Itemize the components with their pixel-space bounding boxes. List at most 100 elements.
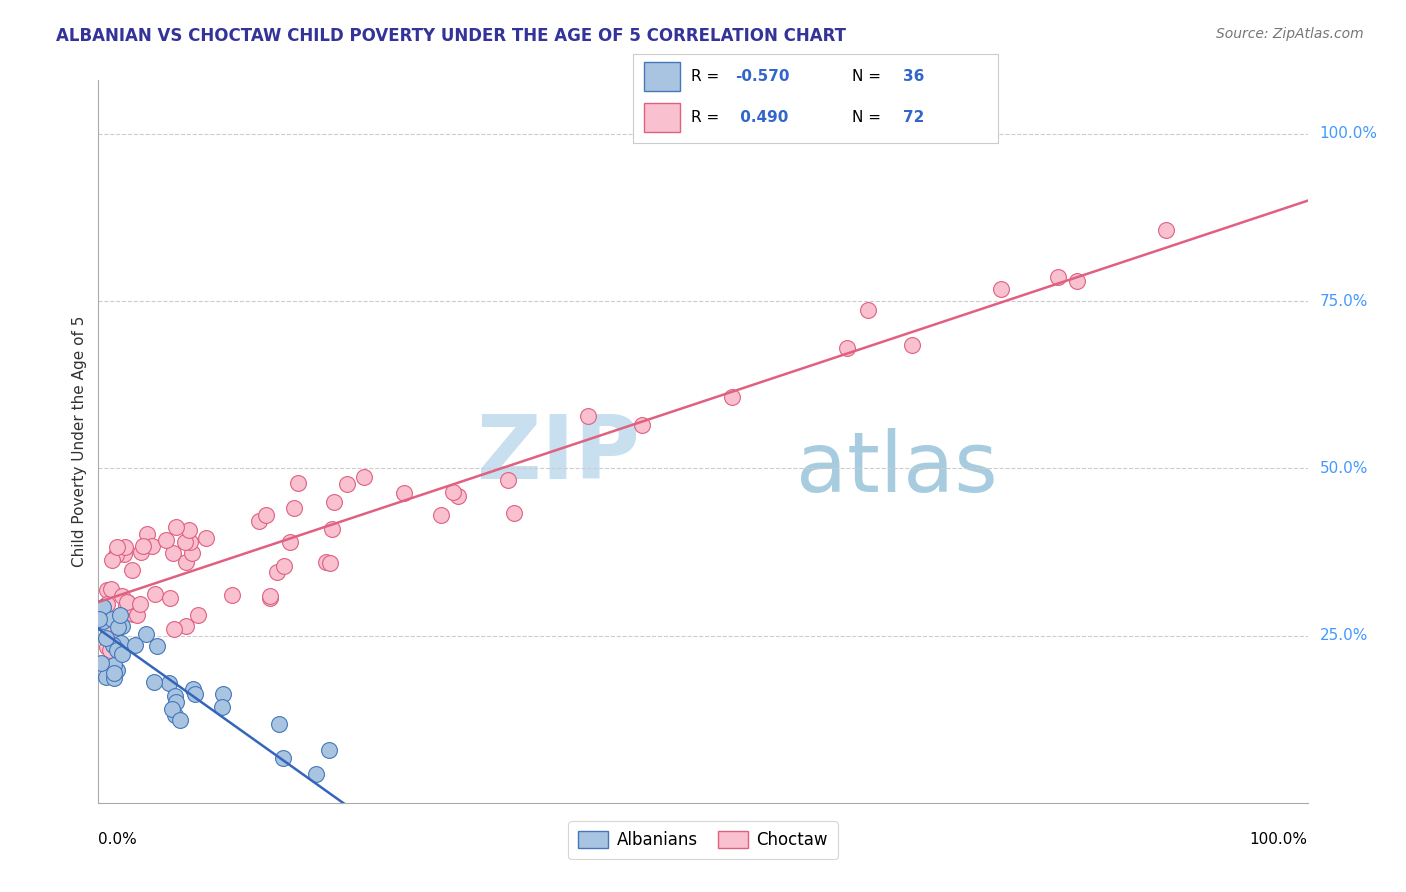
- Point: [111, 647, 134, 661]
- Point: [835, 341, 858, 355]
- Point: [267, 717, 290, 731]
- Point: [94, 631, 117, 645]
- Point: [91, 599, 114, 614]
- Text: N =: N =: [852, 111, 886, 125]
- Point: [278, 534, 301, 549]
- Point: [259, 589, 281, 603]
- Text: 100.0%: 100.0%: [1250, 831, 1308, 847]
- Point: [181, 546, 204, 560]
- Point: [165, 520, 187, 534]
- Point: [90, 656, 112, 670]
- Point: [181, 682, 204, 697]
- Point: [353, 470, 375, 484]
- Point: [173, 535, 195, 549]
- Point: [1047, 269, 1070, 284]
- Point: [143, 675, 166, 690]
- Text: R =: R =: [692, 111, 724, 125]
- Text: ALBANIAN VS CHOCTAW CHILD POVERTY UNDER THE AGE OF 5 CORRELATION CHART: ALBANIAN VS CHOCTAW CHILD POVERTY UNDER …: [56, 27, 846, 45]
- Point: [441, 484, 464, 499]
- Point: [177, 523, 200, 537]
- Point: [392, 486, 415, 500]
- Point: [112, 547, 135, 561]
- Text: 0.490: 0.490: [735, 111, 789, 125]
- Point: [105, 541, 128, 555]
- Point: [1066, 274, 1088, 288]
- Point: [447, 489, 470, 503]
- Text: Source: ZipAtlas.com: Source: ZipAtlas.com: [1216, 27, 1364, 41]
- Text: 0.0%: 0.0%: [98, 831, 138, 847]
- Point: [163, 689, 186, 703]
- Point: [721, 390, 744, 404]
- Point: [107, 635, 129, 649]
- Point: [287, 475, 309, 490]
- Point: [145, 639, 167, 653]
- Point: [114, 540, 136, 554]
- Point: [163, 622, 186, 636]
- Point: [157, 676, 180, 690]
- Point: [132, 539, 155, 553]
- Text: 72: 72: [903, 111, 925, 125]
- Point: [211, 687, 233, 701]
- Point: [115, 595, 138, 609]
- Point: [96, 583, 118, 598]
- Point: [1156, 223, 1178, 237]
- Point: [105, 663, 128, 677]
- Point: [96, 597, 118, 611]
- Point: [101, 638, 124, 652]
- Point: [254, 508, 277, 522]
- Point: [247, 514, 270, 528]
- Point: [176, 619, 198, 633]
- Text: 100.0%: 100.0%: [1320, 127, 1378, 141]
- Point: [990, 282, 1012, 296]
- Point: [141, 539, 163, 553]
- Point: [124, 638, 146, 652]
- Point: [115, 595, 138, 609]
- Point: [107, 620, 129, 634]
- Legend: Albanians, Choctaw: Albanians, Choctaw: [568, 822, 838, 860]
- Point: [105, 611, 128, 625]
- Point: [162, 546, 184, 560]
- Point: [174, 555, 197, 569]
- Point: [103, 665, 125, 680]
- Point: [179, 534, 201, 549]
- Point: [98, 642, 121, 657]
- Point: [318, 556, 340, 570]
- Text: 36: 36: [903, 70, 925, 84]
- Point: [135, 526, 157, 541]
- Point: [101, 612, 124, 626]
- Text: R =: R =: [692, 70, 724, 84]
- Point: [266, 566, 288, 580]
- Point: [87, 612, 110, 626]
- Point: [93, 614, 115, 628]
- Text: atlas: atlas: [796, 428, 997, 508]
- Point: [194, 532, 217, 546]
- Text: 25.0%: 25.0%: [1320, 628, 1368, 643]
- Point: [129, 544, 152, 558]
- Point: [121, 564, 143, 578]
- Text: -0.570: -0.570: [735, 70, 790, 84]
- Point: [105, 643, 128, 657]
- FancyBboxPatch shape: [644, 103, 681, 132]
- Point: [169, 713, 191, 727]
- Point: [160, 702, 183, 716]
- Point: [100, 582, 122, 597]
- Point: [100, 553, 122, 567]
- Text: 75.0%: 75.0%: [1320, 293, 1368, 309]
- Point: [429, 508, 451, 523]
- Point: [336, 476, 359, 491]
- Point: [858, 303, 880, 318]
- Point: [496, 473, 519, 487]
- Point: [111, 590, 134, 604]
- Point: [135, 627, 157, 641]
- Y-axis label: Child Poverty Under the Age of 5: Child Poverty Under the Age of 5: [72, 316, 87, 567]
- Point: [259, 591, 281, 605]
- Point: [576, 409, 599, 423]
- Point: [187, 608, 209, 623]
- Point: [121, 607, 143, 622]
- Point: [94, 670, 117, 684]
- Point: [183, 687, 205, 701]
- Point: [271, 751, 294, 765]
- Point: [502, 507, 524, 521]
- Point: [211, 700, 233, 714]
- Point: [283, 500, 305, 515]
